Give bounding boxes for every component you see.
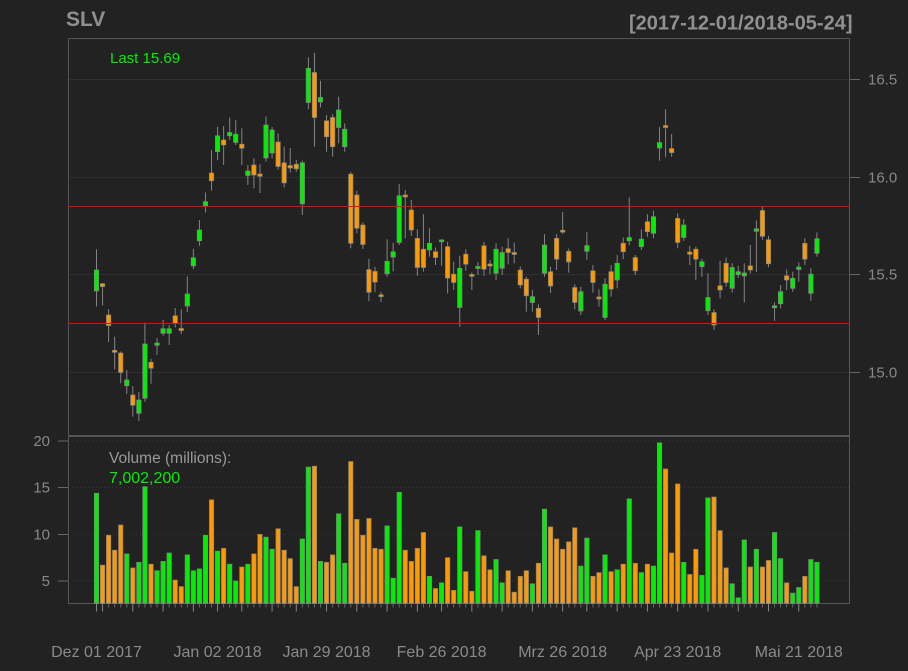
svg-text:Last 15.69: Last 15.69 (110, 50, 180, 67)
svg-text:Jan 29 2018: Jan 29 2018 (283, 644, 371, 661)
svg-text:16.5: 16.5 (868, 72, 897, 89)
svg-text:Feb 26 2018: Feb 26 2018 (397, 644, 487, 661)
svg-text:SLV: SLV (66, 8, 105, 31)
svg-text:Dez 01 2017: Dez 01 2017 (51, 644, 142, 661)
svg-text:15.0: 15.0 (868, 365, 897, 382)
svg-text:20: 20 (33, 433, 50, 450)
svg-text:Jan 02 2018: Jan 02 2018 (174, 644, 262, 661)
svg-text:10: 10 (33, 526, 50, 543)
svg-text:16.0: 16.0 (868, 170, 897, 187)
svg-text:15: 15 (33, 480, 50, 497)
svg-text:[2017-12-01/2018-05-24]: [2017-12-01/2018-05-24] (629, 13, 853, 35)
svg-text:Apr 23 2018: Apr 23 2018 (634, 644, 721, 661)
svg-text:5: 5 (42, 573, 50, 590)
svg-text:Volume (millions):: Volume (millions): (109, 450, 231, 467)
svg-text:Mrz 26 2018: Mrz 26 2018 (518, 644, 607, 661)
svg-text:Mai 21 2018: Mai 21 2018 (755, 644, 843, 661)
svg-text:15.5: 15.5 (868, 267, 897, 284)
svg-text:7,002,200: 7,002,200 (109, 470, 180, 487)
